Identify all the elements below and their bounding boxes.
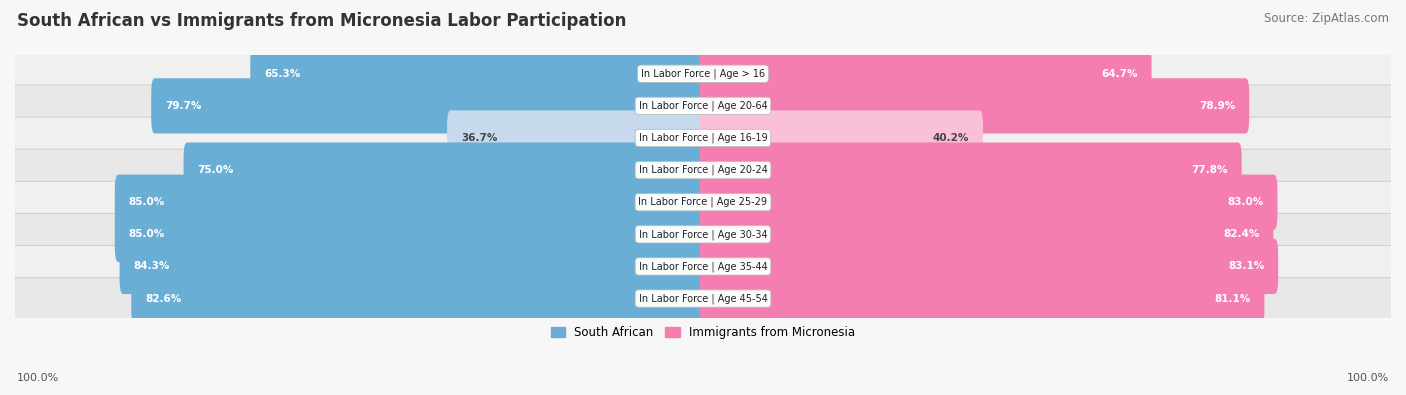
- Text: 84.3%: 84.3%: [134, 261, 170, 271]
- Text: In Labor Force | Age 35-44: In Labor Force | Age 35-44: [638, 261, 768, 272]
- FancyBboxPatch shape: [700, 143, 1241, 198]
- FancyBboxPatch shape: [14, 278, 1392, 320]
- FancyBboxPatch shape: [700, 239, 1278, 294]
- Text: 77.8%: 77.8%: [1191, 165, 1227, 175]
- Text: 100.0%: 100.0%: [1347, 373, 1389, 383]
- Text: In Labor Force | Age 20-24: In Labor Force | Age 20-24: [638, 165, 768, 175]
- FancyBboxPatch shape: [115, 175, 706, 230]
- FancyBboxPatch shape: [14, 53, 1392, 95]
- FancyBboxPatch shape: [14, 149, 1392, 191]
- FancyBboxPatch shape: [131, 271, 706, 326]
- FancyBboxPatch shape: [152, 78, 706, 134]
- Text: In Labor Force | Age 16-19: In Labor Force | Age 16-19: [638, 133, 768, 143]
- FancyBboxPatch shape: [700, 110, 983, 166]
- Text: 83.0%: 83.0%: [1227, 197, 1264, 207]
- FancyBboxPatch shape: [14, 117, 1392, 159]
- FancyBboxPatch shape: [115, 207, 706, 262]
- Text: 85.0%: 85.0%: [128, 197, 165, 207]
- Text: Source: ZipAtlas.com: Source: ZipAtlas.com: [1264, 12, 1389, 25]
- FancyBboxPatch shape: [14, 181, 1392, 223]
- Text: In Labor Force | Age 45-54: In Labor Force | Age 45-54: [638, 293, 768, 304]
- FancyBboxPatch shape: [700, 175, 1278, 230]
- FancyBboxPatch shape: [14, 85, 1392, 127]
- Text: In Labor Force | Age 30-34: In Labor Force | Age 30-34: [638, 229, 768, 240]
- Text: 82.4%: 82.4%: [1223, 229, 1260, 239]
- Text: 82.6%: 82.6%: [145, 293, 181, 303]
- Text: 85.0%: 85.0%: [128, 229, 165, 239]
- Text: In Labor Force | Age 20-64: In Labor Force | Age 20-64: [638, 101, 768, 111]
- Text: 75.0%: 75.0%: [197, 165, 233, 175]
- FancyBboxPatch shape: [184, 143, 706, 198]
- Text: 36.7%: 36.7%: [461, 133, 498, 143]
- FancyBboxPatch shape: [14, 213, 1392, 255]
- FancyBboxPatch shape: [120, 239, 706, 294]
- Text: 81.1%: 81.1%: [1215, 293, 1251, 303]
- Text: 40.2%: 40.2%: [934, 133, 969, 143]
- Text: In Labor Force | Age 25-29: In Labor Force | Age 25-29: [638, 197, 768, 207]
- Text: 78.9%: 78.9%: [1199, 101, 1236, 111]
- Legend: South African, Immigrants from Micronesia: South African, Immigrants from Micronesi…: [546, 321, 860, 344]
- FancyBboxPatch shape: [700, 78, 1250, 134]
- Text: 79.7%: 79.7%: [165, 101, 201, 111]
- FancyBboxPatch shape: [250, 46, 706, 102]
- Text: In Labor Force | Age > 16: In Labor Force | Age > 16: [641, 68, 765, 79]
- FancyBboxPatch shape: [447, 110, 706, 166]
- Text: 64.7%: 64.7%: [1101, 69, 1137, 79]
- Text: 100.0%: 100.0%: [17, 373, 59, 383]
- Text: 65.3%: 65.3%: [264, 69, 301, 79]
- FancyBboxPatch shape: [14, 246, 1392, 287]
- Text: South African vs Immigrants from Micronesia Labor Participation: South African vs Immigrants from Microne…: [17, 12, 626, 30]
- FancyBboxPatch shape: [700, 207, 1274, 262]
- FancyBboxPatch shape: [700, 271, 1264, 326]
- Text: 83.1%: 83.1%: [1229, 261, 1264, 271]
- FancyBboxPatch shape: [700, 46, 1152, 102]
